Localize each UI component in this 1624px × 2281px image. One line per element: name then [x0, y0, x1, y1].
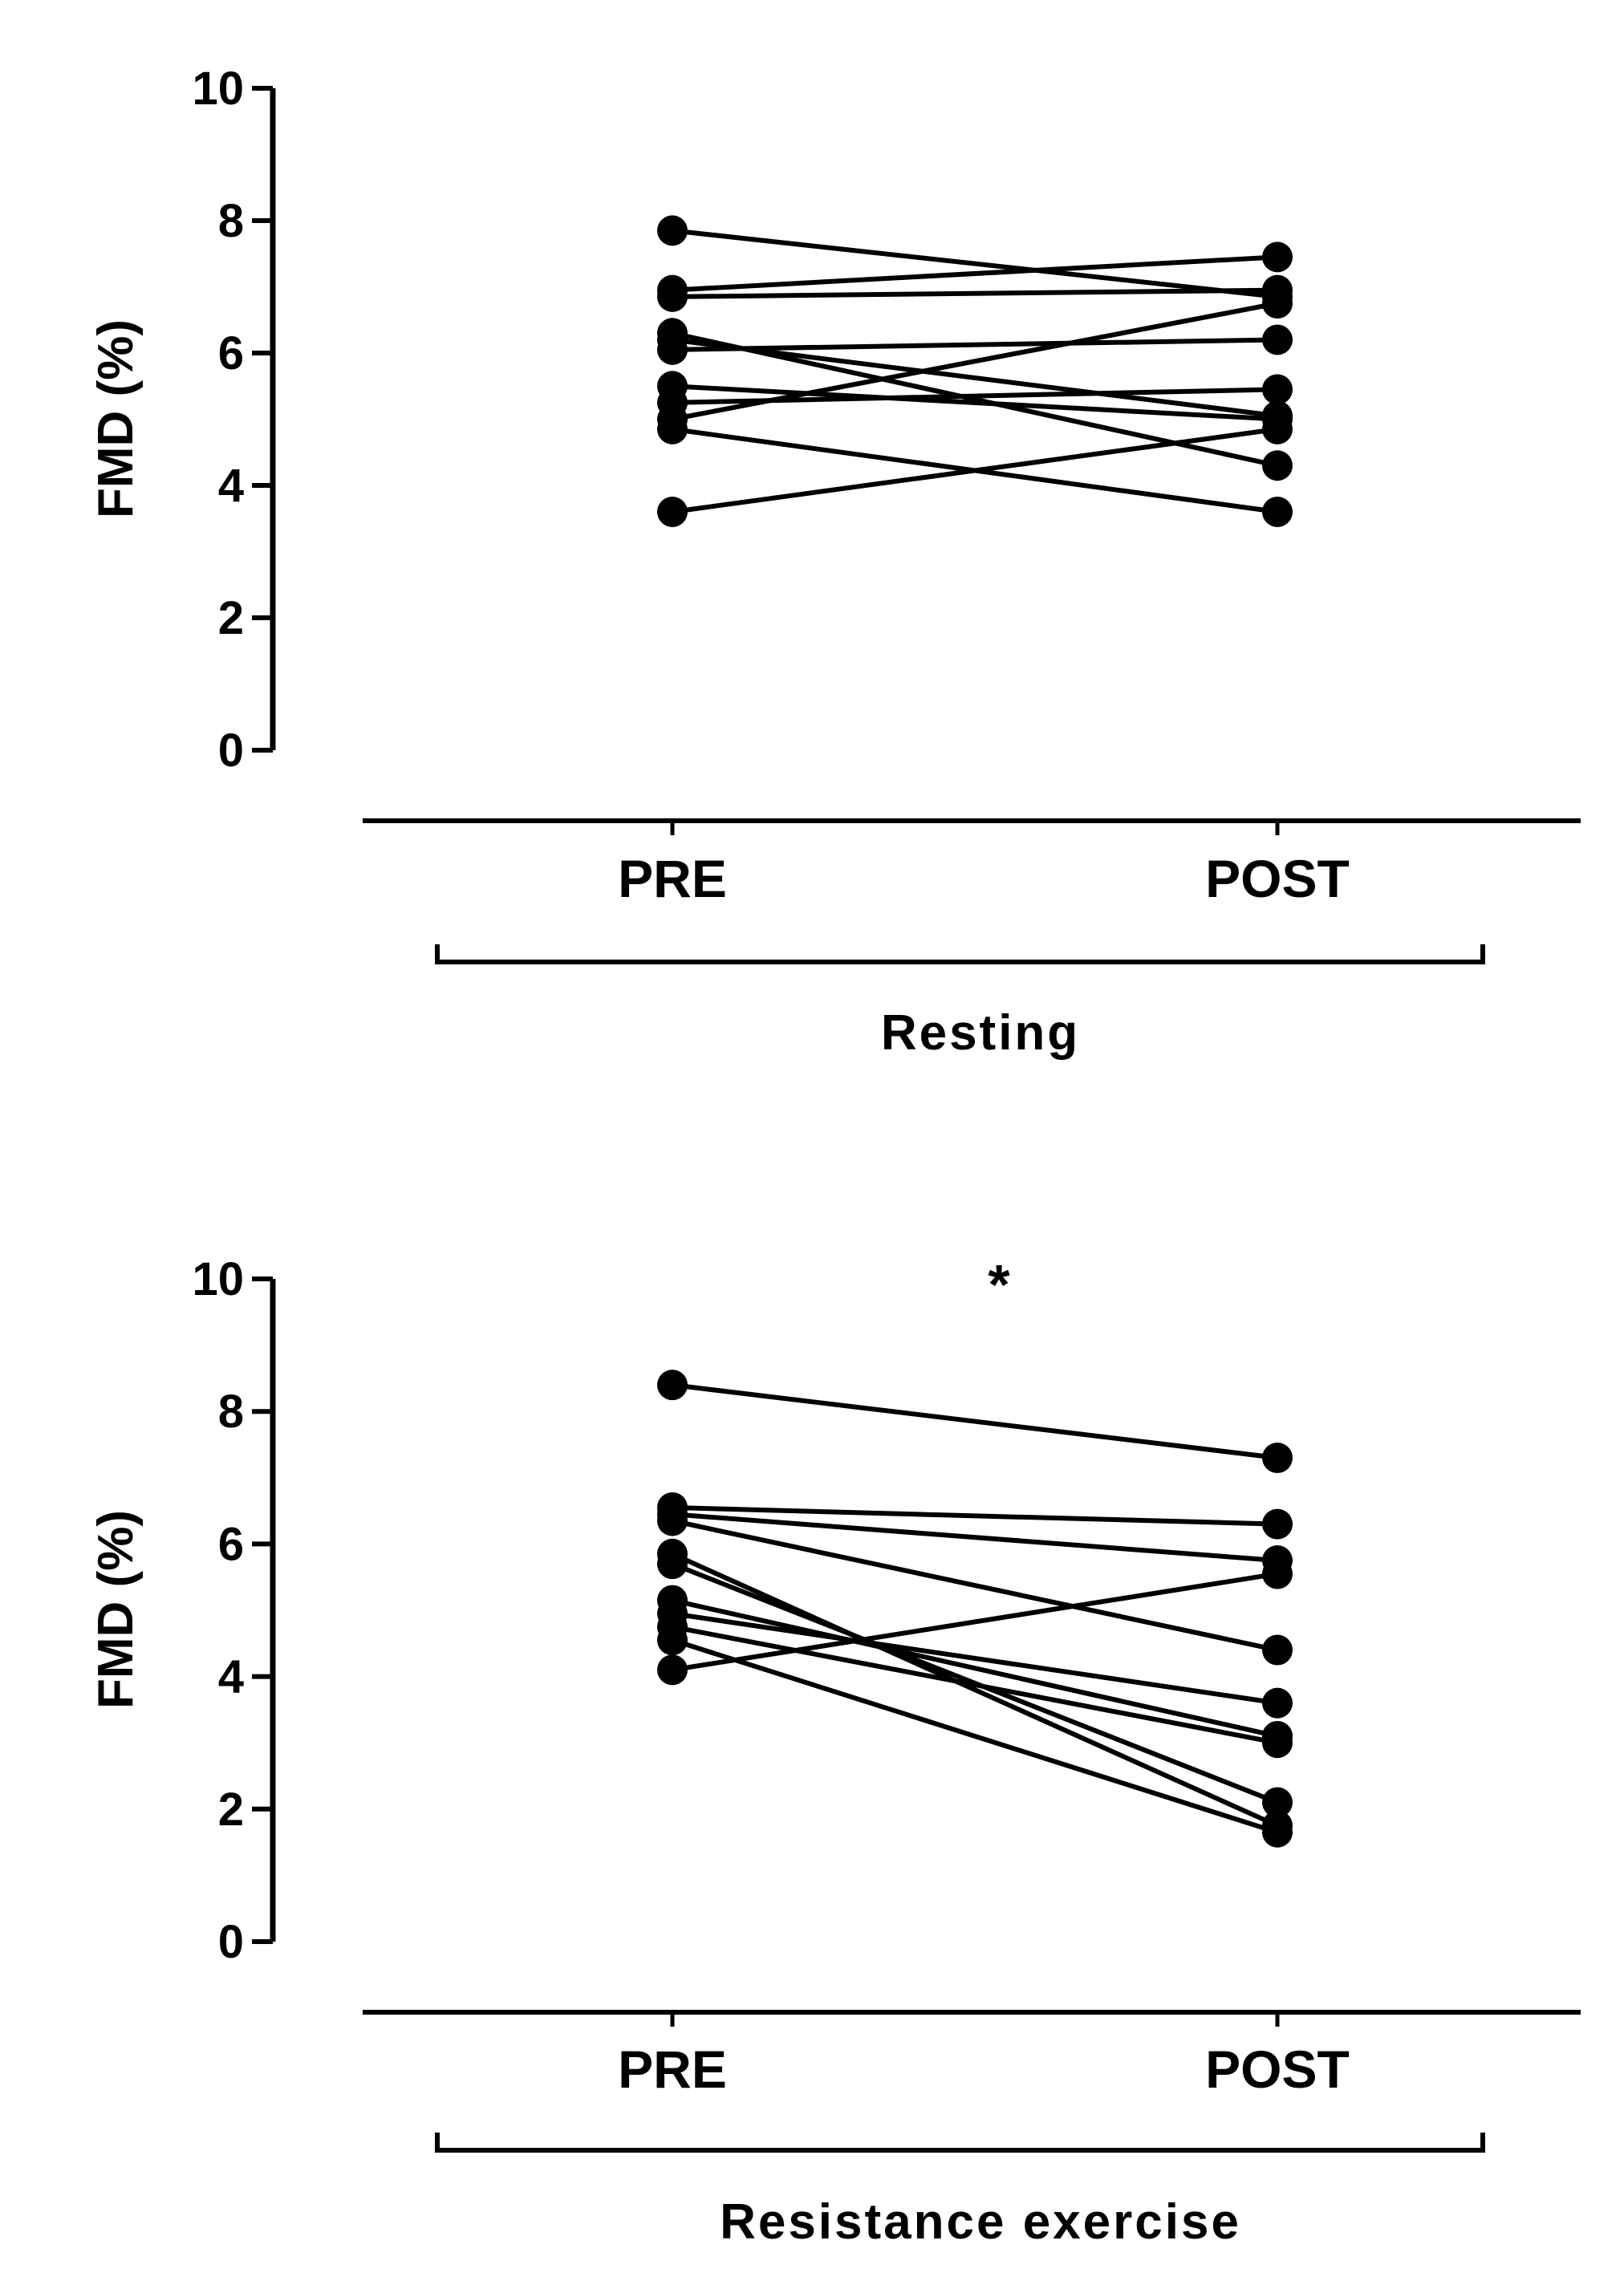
y-tick-label: 6 [218, 1518, 244, 1570]
y-tick-label: 10 [192, 63, 244, 115]
data-point-subject-6-pre [657, 334, 688, 365]
series-line-subject-10 [672, 1638, 1278, 1835]
series-line-subject-7 [672, 384, 1278, 422]
y-tick-label: 10 [192, 1253, 244, 1305]
series-line-subject-6 [672, 337, 1278, 352]
data-point-subject-11-pre [657, 497, 688, 527]
significance-annotation: * [988, 1253, 1010, 1316]
series-points [657, 1370, 1293, 1848]
series-line-subject-9 [672, 1624, 1278, 1746]
series-line-subject-5 [671, 1552, 1279, 1828]
data-point-subject-9-post [1262, 288, 1293, 319]
series-line-subject-11 [672, 426, 1278, 514]
series-points [657, 215, 1293, 527]
group-bracket [435, 2133, 1485, 2153]
y-axis-title: FMD (%) [88, 319, 144, 518]
group-bracket [435, 944, 1485, 964]
data-point-subject-6-post [1262, 324, 1293, 355]
series-lines [672, 228, 1278, 514]
data-point-subject-6-post [1262, 1787, 1293, 1818]
data-point-subject-1-pre [657, 215, 688, 246]
y-tick-label: 6 [218, 327, 244, 379]
data-point-subject-10-post [1262, 1816, 1293, 1848]
data-point-subject-1-post [1262, 1443, 1293, 1474]
data-point-subject-3-pre [657, 281, 688, 312]
group-label: Resting [881, 1005, 1080, 1061]
y-ticks [252, 1276, 273, 1944]
y-ticks [252, 86, 273, 753]
series-line-subject-3 [672, 287, 1278, 299]
series-line-subject-1 [672, 228, 1278, 299]
y-tick-label: 0 [218, 724, 244, 777]
series-line-subject-9 [672, 301, 1278, 422]
series-line-subject-3 [672, 1512, 1278, 1564]
data-point-subject-11-post [1262, 413, 1293, 444]
data-point-subject-10-pre [657, 1625, 688, 1656]
y-tick-label: 2 [218, 592, 244, 644]
series-line-subject-2 [672, 254, 1278, 293]
data-point-subject-8-post [1262, 1687, 1293, 1719]
panel-resting: 0 2 4 6 8 10 FMD (%) PRE POST Resting [88, 63, 1581, 1061]
data-point-subject-10-pre [657, 413, 688, 444]
data-point-subject-6-pre [657, 1548, 688, 1580]
series-line-subject-1 [672, 1382, 1278, 1460]
data-point-subject-1-pre [657, 1370, 688, 1401]
x-category-label-post: POST [1205, 849, 1350, 908]
y-tick-label: 4 [218, 460, 244, 512]
y-tick-labels: 0 2 4 6 8 10 [192, 63, 244, 777]
data-point-subject-4-pre [657, 1505, 688, 1536]
y-tick-label: 8 [218, 195, 244, 247]
data-point-subject-2-post [1262, 1508, 1293, 1540]
x-category-label-pre: PRE [618, 2040, 727, 2099]
y-tick-label: 8 [218, 1386, 244, 1438]
series-lines [671, 1382, 1279, 1835]
series-line-subject-11 [672, 1571, 1278, 1673]
data-point-subject-11-pre [657, 1654, 688, 1686]
y-tick-label: 0 [218, 1916, 244, 1968]
data-point-subject-9-post [1262, 1727, 1293, 1759]
x-category-label-pre: PRE [618, 849, 727, 908]
x-category-label-post: POST [1205, 2040, 1350, 2099]
series-line-subject-5 [672, 337, 1278, 419]
data-point-subject-8-post [1262, 374, 1293, 405]
series-line-subject-4 [672, 1518, 1278, 1653]
data-point-subject-2-post [1262, 241, 1293, 273]
series-line-subject-2 [672, 1504, 1278, 1527]
data-point-subject-11-post [1262, 1558, 1293, 1589]
y-tick-labels: 0 2 4 6 8 10 [192, 1253, 244, 1968]
y-tick-label: 2 [218, 1784, 244, 1836]
data-point-subject-4-post [1262, 450, 1293, 481]
series-line-subject-8 [672, 1611, 1278, 1706]
series-line-subject-7 [672, 1597, 1278, 1739]
y-axis-title: FMD (%) [88, 1510, 144, 1709]
data-point-subject-10-post [1262, 497, 1293, 527]
panel-resistance-exercise: 0 2 4 6 8 10 FMD (%) * PRE POST Resistance ex… [88, 1253, 1581, 2250]
y-tick-label: 4 [218, 1651, 244, 1703]
data-point-subject-4-post [1262, 1634, 1293, 1666]
group-label: Resistance exercise [720, 2194, 1241, 2250]
